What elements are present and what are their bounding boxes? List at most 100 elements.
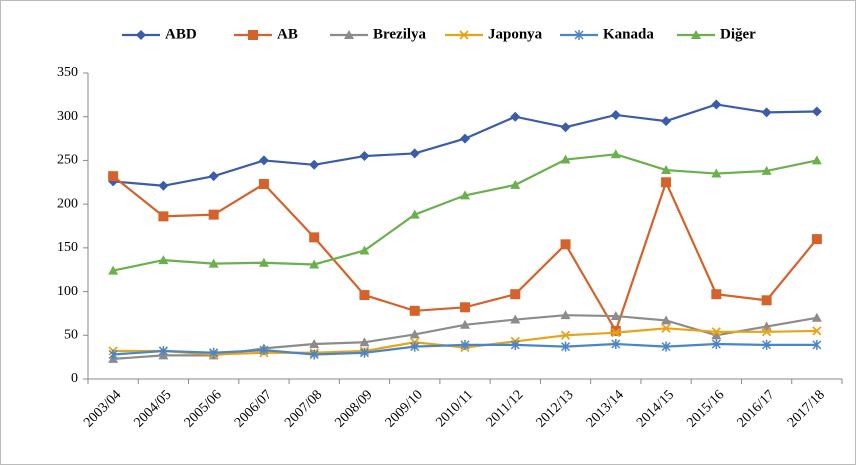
y-tick-label: 300 bbox=[57, 109, 78, 124]
y-tick-label: 150 bbox=[57, 240, 78, 255]
marker bbox=[611, 328, 621, 338]
marker bbox=[561, 341, 571, 352]
marker bbox=[309, 339, 320, 349]
marker bbox=[460, 302, 470, 313]
marker bbox=[691, 30, 701, 39]
marker bbox=[560, 330, 571, 340]
marker bbox=[611, 339, 621, 350]
marker bbox=[560, 310, 571, 320]
marker bbox=[661, 116, 672, 127]
y-tick-label: 100 bbox=[57, 284, 78, 299]
marker bbox=[560, 122, 571, 133]
marker bbox=[711, 289, 722, 300]
marker bbox=[711, 99, 722, 110]
marker bbox=[359, 151, 370, 162]
marker bbox=[208, 209, 219, 220]
legend-label: Japonya bbox=[488, 26, 543, 42]
marker bbox=[108, 171, 119, 182]
marker bbox=[761, 107, 772, 118]
marker bbox=[460, 133, 470, 144]
marker bbox=[136, 30, 146, 40]
marker bbox=[661, 165, 672, 175]
marker bbox=[510, 339, 520, 350]
marker bbox=[711, 339, 721, 350]
marker bbox=[610, 109, 621, 120]
y-tick-label: 0 bbox=[71, 371, 78, 386]
marker bbox=[610, 149, 621, 159]
marker bbox=[410, 341, 420, 352]
legend-label: Diğer bbox=[720, 26, 756, 42]
marker bbox=[811, 312, 822, 322]
legend-item: Diğer bbox=[677, 26, 756, 42]
marker bbox=[309, 349, 319, 360]
marker bbox=[108, 349, 118, 360]
marker bbox=[459, 30, 469, 40]
marker bbox=[711, 330, 722, 340]
marker bbox=[761, 327, 772, 337]
marker bbox=[510, 289, 521, 300]
marker bbox=[460, 190, 470, 200]
legend-label: Kanada bbox=[603, 26, 654, 42]
marker bbox=[409, 329, 420, 339]
marker bbox=[610, 325, 621, 336]
marker bbox=[108, 265, 119, 275]
marker bbox=[711, 327, 721, 337]
marker bbox=[158, 211, 169, 222]
legend-label: AB bbox=[277, 26, 298, 42]
marker bbox=[460, 339, 470, 350]
marker bbox=[158, 180, 169, 191]
marker bbox=[574, 30, 584, 40]
marker bbox=[409, 148, 420, 159]
marker bbox=[248, 30, 258, 40]
marker bbox=[460, 319, 470, 329]
marker bbox=[258, 179, 269, 190]
legend-item: Kanada bbox=[560, 26, 654, 42]
legend-item: AB bbox=[234, 26, 298, 42]
marker bbox=[811, 155, 822, 165]
marker bbox=[812, 339, 822, 350]
marker bbox=[309, 159, 320, 170]
marker bbox=[359, 337, 370, 347]
marker bbox=[359, 245, 370, 255]
marker bbox=[359, 347, 369, 358]
marker bbox=[510, 179, 521, 189]
marker bbox=[409, 209, 420, 219]
marker bbox=[208, 258, 219, 268]
legend-item: Japonya bbox=[445, 26, 543, 42]
marker bbox=[208, 171, 219, 182]
marker bbox=[560, 239, 571, 250]
marker bbox=[761, 165, 772, 175]
marker bbox=[661, 315, 672, 325]
marker bbox=[812, 326, 822, 336]
y-tick-label: 250 bbox=[57, 153, 78, 168]
legend-label: ABD bbox=[165, 26, 197, 42]
marker bbox=[158, 255, 169, 265]
marker bbox=[711, 168, 722, 178]
marker bbox=[258, 257, 269, 267]
y-tick-label: 350 bbox=[57, 65, 78, 80]
marker bbox=[811, 106, 822, 117]
marker bbox=[811, 234, 822, 245]
marker bbox=[309, 232, 320, 243]
marker bbox=[258, 155, 269, 166]
y-tick-label: 50 bbox=[64, 328, 78, 343]
marker bbox=[560, 154, 571, 164]
marker bbox=[309, 259, 320, 269]
marker bbox=[761, 295, 772, 306]
marker bbox=[359, 290, 370, 301]
marker bbox=[510, 111, 521, 122]
marker bbox=[510, 314, 521, 324]
marker bbox=[762, 339, 772, 350]
legend-item: Brezilya bbox=[330, 26, 427, 42]
marker bbox=[661, 323, 671, 333]
marker bbox=[259, 345, 269, 356]
marker bbox=[661, 341, 671, 352]
marker bbox=[344, 30, 354, 39]
marker bbox=[158, 346, 168, 357]
marker bbox=[661, 177, 672, 188]
marker bbox=[610, 311, 621, 321]
marker bbox=[209, 347, 219, 358]
